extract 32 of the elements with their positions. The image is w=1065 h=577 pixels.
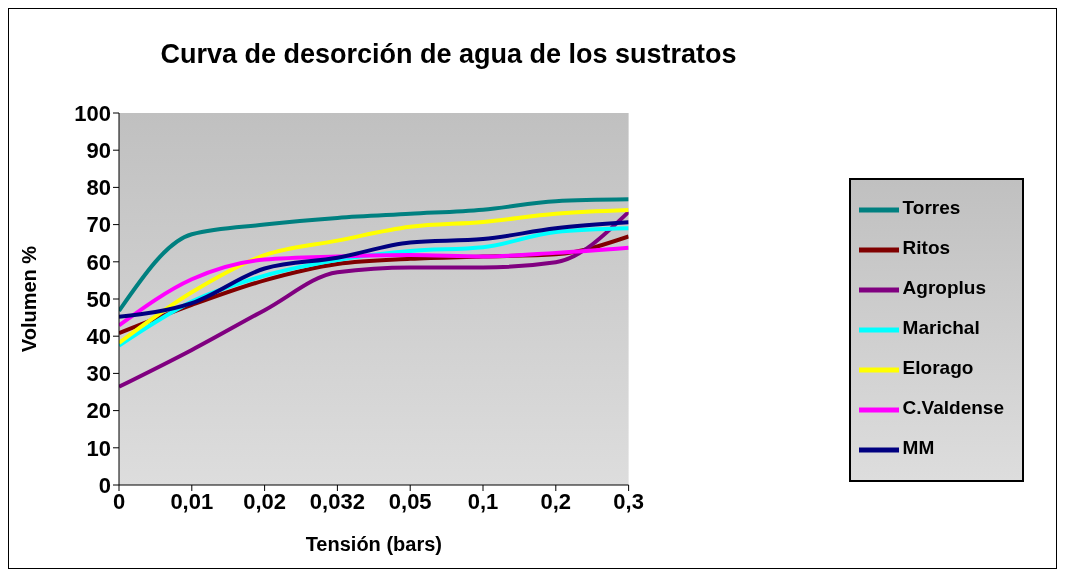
- x-tick-label: 0,1: [467, 488, 499, 514]
- x-tick-label: 0,032: [309, 488, 365, 514]
- legend-label: Torres: [902, 197, 961, 219]
- y-tick-label: 100: [74, 100, 111, 126]
- y-tick-label: 70: [86, 212, 111, 238]
- x-tick-label: 0,05: [388, 488, 432, 514]
- y-tick-label: 20: [86, 398, 111, 424]
- line-series: [119, 245, 629, 328]
- y-tick-label: 80: [86, 175, 111, 201]
- x-tick-label: 0,01: [170, 488, 214, 514]
- y-tick-label: 30: [86, 361, 111, 387]
- x-tick-label: 0,2: [540, 488, 572, 514]
- legend-label: Elorago: [902, 357, 974, 379]
- legend-label: C.Valdense: [902, 397, 1004, 419]
- y-tick-label: 50: [86, 286, 111, 312]
- x-tick-label: 0,02: [243, 488, 287, 514]
- chart-title: Curva de desorción de agua de los sustratos: [159, 39, 738, 70]
- y-tick-label: 90: [86, 138, 111, 164]
- legend-label: MM: [902, 437, 935, 459]
- line-series: [119, 197, 629, 313]
- x-tick-label: 0,3: [613, 488, 644, 514]
- legend-label: Agroplus: [902, 277, 986, 299]
- y-axis-title: Volumen %: [18, 245, 41, 353]
- line-series: [119, 209, 629, 389]
- line-series: [119, 220, 629, 319]
- legend-label: Ritos: [902, 237, 951, 259]
- y-tick-label: 60: [86, 249, 111, 275]
- y-tick-label: 0: [98, 472, 111, 498]
- x-axis-title: Tensión (bars): [305, 533, 442, 555]
- y-tick-label: 10: [86, 435, 111, 461]
- legend-label: Marichal: [902, 317, 980, 339]
- y-tick-label: 40: [86, 324, 111, 350]
